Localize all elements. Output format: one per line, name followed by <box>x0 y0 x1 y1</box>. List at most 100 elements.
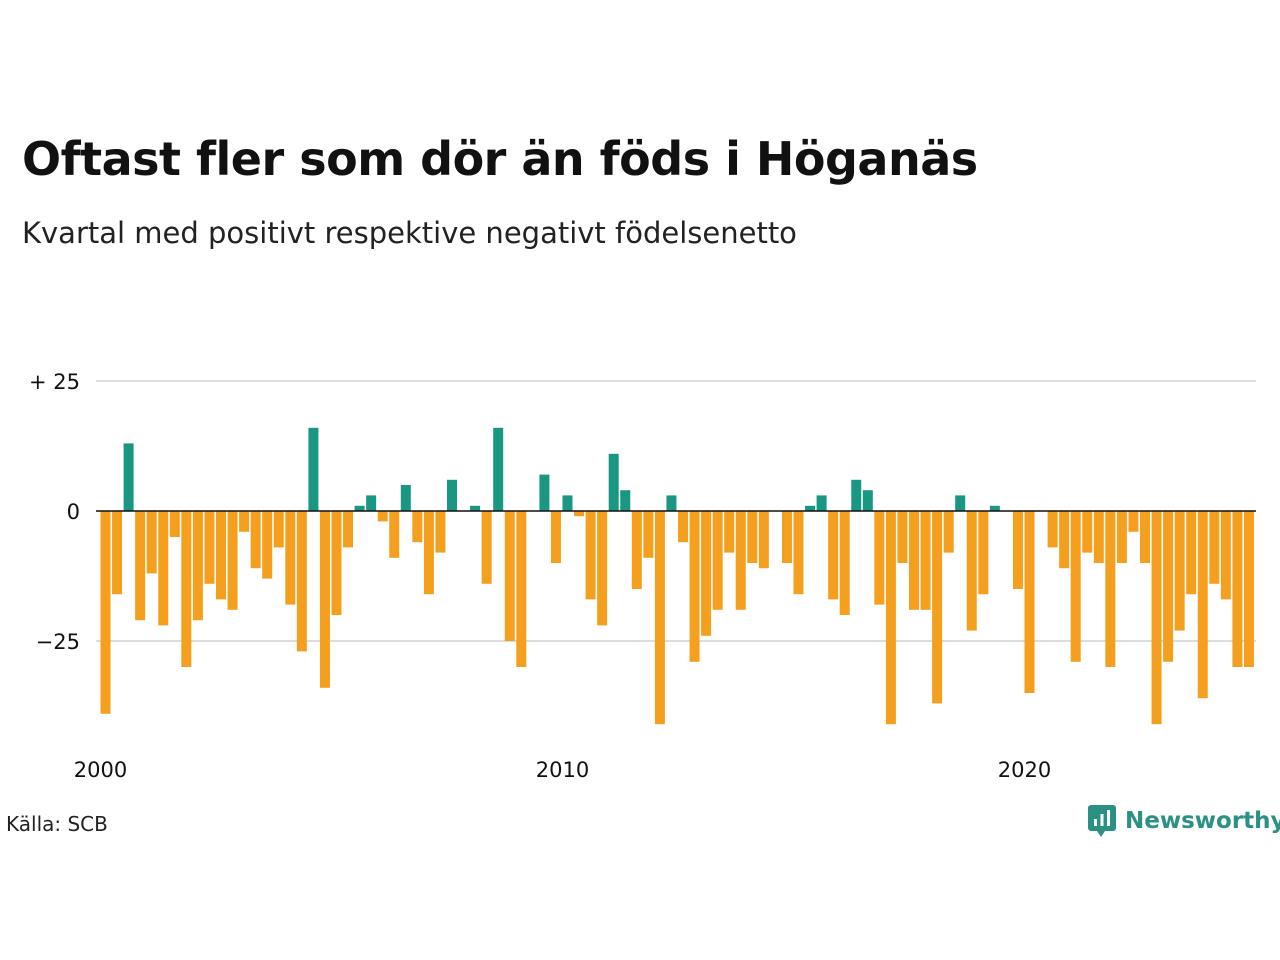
bar[interactable] <box>204 511 215 584</box>
bar[interactable] <box>192 511 203 621</box>
bar[interactable] <box>643 511 654 558</box>
bar[interactable] <box>1151 511 1162 725</box>
bar[interactable] <box>909 511 919 610</box>
bar[interactable] <box>562 495 573 511</box>
bar[interactable] <box>493 427 504 511</box>
bar[interactable] <box>354 505 365 511</box>
bar[interactable] <box>504 511 515 641</box>
bar[interactable] <box>747 511 758 563</box>
bar[interactable] <box>1116 511 1127 563</box>
bar[interactable] <box>1186 511 1197 595</box>
bar[interactable] <box>470 505 481 511</box>
bar[interactable] <box>816 495 827 511</box>
bar[interactable] <box>631 511 642 589</box>
bar[interactable] <box>654 511 665 725</box>
bar[interactable] <box>285 511 296 605</box>
bar[interactable] <box>989 505 1000 511</box>
bar[interactable] <box>620 490 631 511</box>
bar[interactable] <box>966 511 977 631</box>
bar[interactable] <box>978 511 989 595</box>
bar[interactable] <box>400 485 411 511</box>
bar[interactable] <box>216 511 226 600</box>
bar[interactable] <box>423 511 434 595</box>
bar[interactable] <box>793 511 804 595</box>
y-tick-label: + 25 <box>29 370 80 394</box>
bar[interactable] <box>666 495 677 511</box>
brand-logo[interactable]: Newsworthy <box>1087 804 1280 838</box>
bar[interactable] <box>169 511 180 537</box>
bar[interactable] <box>712 511 723 610</box>
bar[interactable] <box>805 505 816 511</box>
bar[interactable] <box>735 511 746 610</box>
newsworthy-logo-icon <box>1088 805 1116 837</box>
bar[interactable] <box>1059 511 1070 569</box>
bar[interactable] <box>1070 511 1081 662</box>
bar[interactable] <box>227 511 238 610</box>
bar[interactable] <box>250 511 261 569</box>
bar[interactable] <box>781 511 792 563</box>
bar[interactable] <box>112 511 123 595</box>
bar[interactable] <box>158 511 169 626</box>
bar[interactable] <box>839 511 850 615</box>
bar[interactable] <box>539 474 550 511</box>
bar[interactable] <box>597 511 608 626</box>
bar[interactable] <box>1243 511 1254 667</box>
bar[interactable] <box>678 511 688 543</box>
bar[interactable] <box>447 479 457 511</box>
bar[interactable] <box>943 511 954 553</box>
bar[interactable] <box>1163 511 1174 662</box>
bar[interactable] <box>389 511 400 558</box>
bar[interactable] <box>1024 511 1035 693</box>
bar[interactable] <box>1140 511 1150 563</box>
bar[interactable] <box>308 427 319 511</box>
bar[interactable] <box>239 511 250 532</box>
bar[interactable] <box>1128 511 1139 532</box>
bar[interactable] <box>343 511 354 548</box>
bar[interactable] <box>689 511 700 662</box>
bar[interactable] <box>1082 511 1093 553</box>
bar[interactable] <box>1093 511 1104 563</box>
bar[interactable] <box>123 443 134 511</box>
bar[interactable] <box>377 511 388 522</box>
bar[interactable] <box>608 453 619 511</box>
bar[interactable] <box>100 511 111 714</box>
bar[interactable] <box>828 511 839 600</box>
bar[interactable] <box>862 490 873 511</box>
bar[interactable] <box>1220 511 1231 600</box>
bar[interactable] <box>897 511 908 563</box>
bar[interactable] <box>181 511 192 667</box>
chart-title: Oftast fler som dör än föds i Höganäs <box>22 132 978 186</box>
bar[interactable] <box>1012 511 1023 589</box>
bar[interactable] <box>435 511 446 553</box>
bar[interactable] <box>932 511 943 704</box>
bar[interactable] <box>585 511 596 600</box>
bar[interactable] <box>319 511 330 688</box>
bar[interactable] <box>296 511 307 652</box>
bar[interactable] <box>262 511 273 579</box>
bar[interactable] <box>1232 511 1243 667</box>
bar[interactable] <box>1047 511 1058 548</box>
bar[interactable] <box>1209 511 1220 584</box>
bar[interactable] <box>955 495 966 511</box>
bar[interactable] <box>724 511 735 553</box>
bar[interactable] <box>920 511 931 610</box>
bar[interactable] <box>874 511 885 605</box>
brand-name: Newsworthy <box>1125 808 1280 834</box>
bar[interactable] <box>701 511 712 636</box>
bar[interactable] <box>412 511 423 543</box>
bar[interactable] <box>758 511 769 569</box>
bar[interactable] <box>481 511 492 584</box>
bar[interactable] <box>1174 511 1185 631</box>
bar[interactable] <box>516 511 527 667</box>
bar[interactable] <box>885 511 896 725</box>
bar[interactable] <box>331 511 342 615</box>
bar[interactable] <box>574 511 585 517</box>
bar[interactable] <box>273 511 284 548</box>
bar[interactable] <box>550 511 561 563</box>
bar[interactable] <box>1105 511 1116 667</box>
bar[interactable] <box>851 479 862 511</box>
bar[interactable] <box>366 495 377 511</box>
bar[interactable] <box>135 511 146 621</box>
bar[interactable] <box>146 511 157 574</box>
bar[interactable] <box>1197 511 1208 699</box>
